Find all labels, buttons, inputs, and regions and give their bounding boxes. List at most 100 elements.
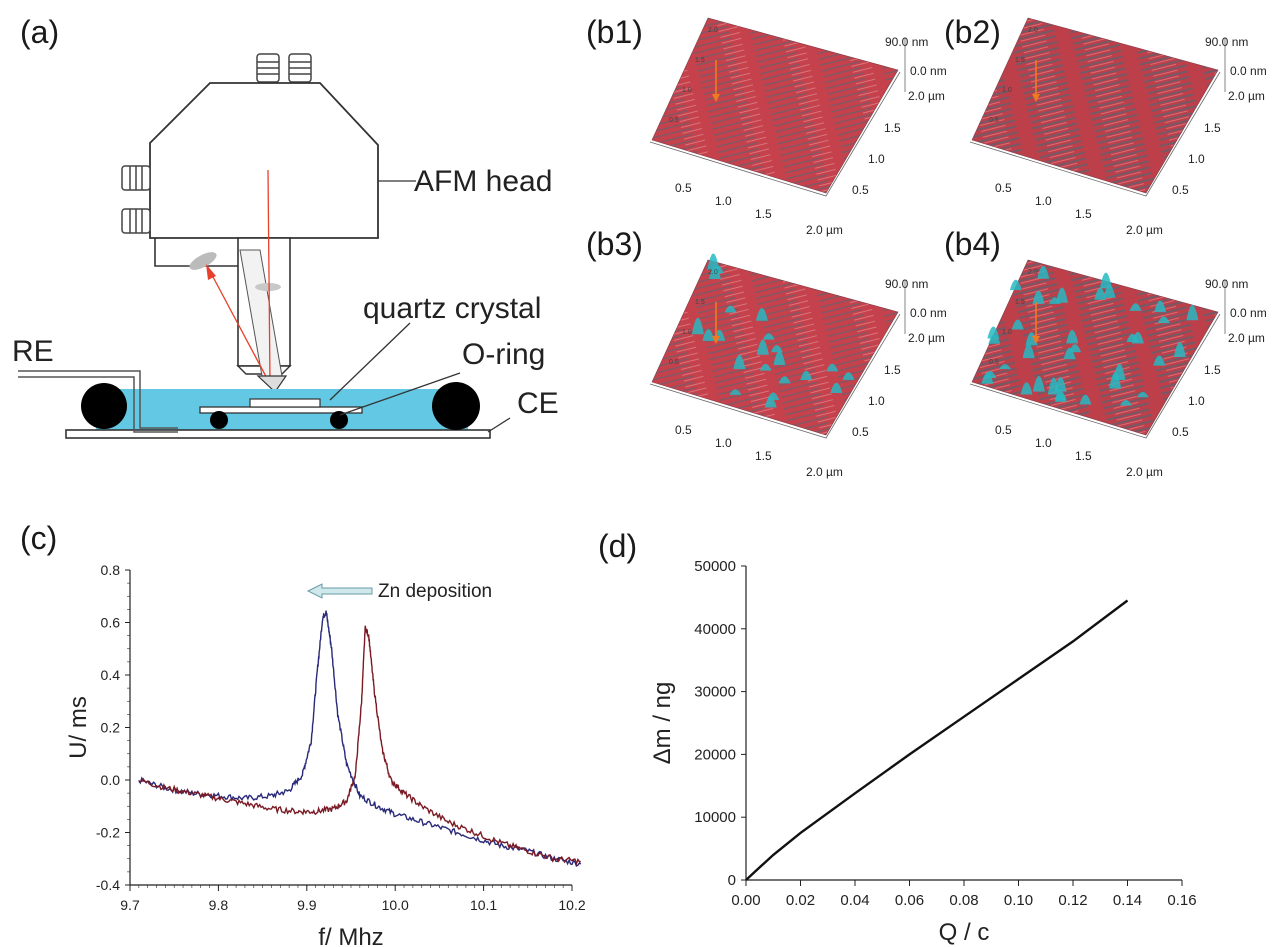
top-knob-icon (256, 53, 312, 83)
label-re: RE (12, 335, 54, 368)
afm-x-tick: 0.5 (675, 181, 692, 195)
afm-back-tick: 1.0 (682, 87, 692, 94)
afm-peak (1055, 287, 1068, 303)
z-top-label: 90.0 nm (1205, 277, 1248, 291)
panel-label-b3: (b3) (586, 226, 643, 262)
y-tick-label: 30000 (694, 684, 736, 701)
afm-x-tick: 1.5 (755, 207, 772, 221)
afm-peak (1173, 342, 1186, 357)
panel-label-b4: (b4) (944, 226, 1001, 262)
y-tick-label: 0 (728, 872, 736, 889)
afm-x-tick: 1.0 (715, 436, 732, 450)
afm-surface (971, 17, 1219, 194)
z-top-label: 90.0 nm (1205, 35, 1248, 49)
afm-peak (1032, 290, 1045, 304)
x-tick-label: 9.7 (120, 897, 140, 913)
afm-peak (1186, 304, 1199, 321)
side-knob-icon (121, 165, 151, 234)
afm-x-tick: 1.0 (1035, 194, 1052, 208)
afm-peak (842, 372, 855, 380)
afm-topography-maps: 90.0 nm 0.0 nm 2.0 µm 1.5 1.0 0.5 0.5 1.0 1.5 2.0… (649, 17, 1267, 479)
afm-y-tick: 0.5 (1172, 425, 1189, 439)
label-quartz-crystal: quartz crystal (363, 292, 541, 325)
afm-back-tick: 1.5 (695, 57, 705, 64)
z-zero-label: 0.0 nm (1230, 306, 1267, 320)
x-axis-label: f/ Mhz (318, 924, 383, 947)
afm-x-tick: 1.0 (715, 194, 732, 208)
afm-y-tick: 1.0 (1188, 394, 1205, 408)
afm-y-tick: 0.5 (852, 183, 869, 197)
x-tick-label: 0.12 (1058, 892, 1087, 909)
afm-back-tick: 1.0 (1002, 87, 1012, 94)
afm-head-housing (149, 82, 379, 239)
afm-peak (1079, 394, 1092, 405)
afm-base-axes (969, 71, 1221, 197)
x-tick-label: 0.02 (786, 892, 815, 909)
afm-peak (1129, 303, 1142, 311)
corner-label: 2.0 µm (908, 89, 945, 103)
afm-peak (1157, 316, 1170, 324)
afm-y-tick: 1.5 (884, 121, 901, 135)
afm-x-end-label: 2.0 µm (1126, 223, 1163, 237)
o-ring-left (81, 383, 127, 429)
afm-peak (773, 350, 786, 365)
afm-peak (1054, 390, 1067, 401)
afm-y-tick: 0.5 (1172, 183, 1189, 197)
afm-base-axes (649, 71, 901, 197)
panel-label-a: (a) (20, 14, 60, 50)
y-axis-label: U/ ms (65, 696, 92, 759)
z-zero-label: 0.0 nm (910, 306, 947, 320)
zn-deposition-label: Zn deposition (378, 581, 492, 602)
z-top-label: 90.0 nm (885, 277, 928, 291)
afm-peak (691, 317, 704, 335)
afm-peak (1020, 382, 1033, 395)
y-tick-label: 40000 (694, 621, 736, 638)
afm-map-b2: 90.0 nm 0.0 nm 2.0 µm 1.5 1.0 0.5 0.5 1.0 1.5 2.0… (969, 17, 1267, 237)
afm-x-tick: 0.5 (995, 181, 1012, 195)
panel-label-c: (c) (20, 520, 58, 556)
afm-x-end-label: 2.0 µm (806, 465, 843, 479)
afm-x-tick: 0.5 (675, 423, 692, 437)
afm-x-tick: 1.5 (1075, 449, 1092, 463)
afm-peak (1119, 399, 1132, 406)
afm-y-tick: 1.0 (1188, 152, 1205, 166)
o-ring-right (432, 382, 480, 430)
afm-peak (1037, 265, 1050, 279)
x-tick-label: 9.8 (209, 897, 229, 913)
afm-peak (1136, 391, 1149, 398)
afm-back-tick: 2.0 (1028, 27, 1038, 34)
y-tick-label: 0.6 (101, 615, 121, 631)
series-line-0 (138, 610, 582, 868)
afm-peak (1066, 329, 1079, 344)
afm-peak (1011, 319, 1024, 330)
afm-peak (1154, 300, 1167, 313)
afm-peak (729, 389, 742, 395)
label-o-ring: O-ring (462, 338, 545, 371)
afm-back-tick: 2.0 (1028, 269, 1038, 276)
afm-peak (711, 265, 724, 274)
panel-label-b1: (b1) (586, 14, 643, 50)
afm-peak (1025, 332, 1038, 346)
x-tick-label: 0.16 (1167, 892, 1196, 909)
afm-peak (1009, 279, 1022, 291)
afm-peak (767, 392, 780, 401)
x-tick-label: 0.08 (949, 892, 978, 909)
afm-peak (1099, 272, 1112, 289)
panel-label-b2: (b2) (944, 14, 1001, 50)
afm-peak (759, 363, 772, 371)
x-tick-label: 10.1 (470, 897, 497, 913)
afm-peak (756, 339, 769, 355)
base-plate (65, 429, 491, 439)
afm-back-tick: 0.5 (669, 117, 679, 124)
afm-back-tick: 1.5 (1015, 57, 1025, 64)
x-tick-label: 10.0 (382, 897, 409, 913)
afm-x-tick: 1.0 (1035, 436, 1052, 450)
y-tick-label: 0.0 (101, 772, 121, 788)
afm-peak (1063, 347, 1076, 360)
afm-y-tick: 1.0 (868, 152, 885, 166)
afm-peak (755, 308, 768, 321)
y-tick-label: -0.2 (96, 825, 120, 841)
x-tick-label: 0.00 (731, 892, 760, 909)
afm-map-b3: 90.0 nm 0.0 nm 2.0 µm 1.5 1.0 0.5 0.5 1.0 1.5 2.0… (649, 253, 947, 479)
afm-back-tick: 0.5 (669, 359, 679, 366)
